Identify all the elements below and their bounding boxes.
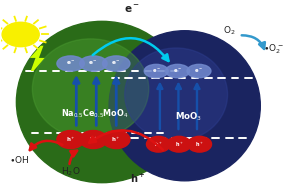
Text: $\mathbf{h^+}$: $\mathbf{h^+}$ bbox=[130, 171, 145, 184]
FancyArrowPatch shape bbox=[242, 35, 265, 49]
Ellipse shape bbox=[144, 64, 168, 78]
Text: h$^+$: h$^+$ bbox=[111, 135, 121, 144]
Text: h$^+$: h$^+$ bbox=[89, 135, 98, 144]
Ellipse shape bbox=[102, 56, 130, 71]
FancyArrowPatch shape bbox=[30, 141, 63, 150]
Ellipse shape bbox=[109, 31, 260, 181]
Ellipse shape bbox=[125, 48, 228, 141]
Text: e$^-$: e$^-$ bbox=[66, 60, 75, 67]
Text: e$^-$: e$^-$ bbox=[194, 67, 203, 75]
FancyArrowPatch shape bbox=[69, 151, 77, 164]
Ellipse shape bbox=[16, 21, 188, 183]
Circle shape bbox=[80, 131, 107, 149]
Text: h$^+$: h$^+$ bbox=[66, 135, 75, 144]
Text: $\mathbf{e^-}$: $\mathbf{e^-}$ bbox=[124, 4, 140, 15]
Circle shape bbox=[146, 136, 170, 152]
Text: e$^-$: e$^-$ bbox=[111, 60, 121, 67]
Text: e$^-$: e$^-$ bbox=[173, 67, 182, 75]
Ellipse shape bbox=[57, 56, 84, 71]
Text: Na$_{0.5}$Ce$_{0.5}$MoO$_4$: Na$_{0.5}$Ce$_{0.5}$MoO$_4$ bbox=[61, 107, 129, 119]
Circle shape bbox=[188, 136, 212, 152]
Text: H$_2$O: H$_2$O bbox=[61, 165, 80, 178]
FancyArrowPatch shape bbox=[93, 38, 168, 61]
Text: O$_2$: O$_2$ bbox=[223, 24, 235, 37]
Text: e$^-$: e$^-$ bbox=[152, 67, 161, 75]
Circle shape bbox=[167, 136, 191, 152]
Ellipse shape bbox=[166, 64, 189, 78]
Circle shape bbox=[57, 131, 84, 149]
Ellipse shape bbox=[187, 64, 211, 78]
Text: h$^+$: h$^+$ bbox=[175, 140, 183, 149]
Circle shape bbox=[102, 131, 130, 149]
Text: e$^-$: e$^-$ bbox=[88, 60, 98, 67]
Text: $\bullet$O$_2^-$: $\bullet$O$_2^-$ bbox=[263, 43, 284, 56]
Polygon shape bbox=[30, 46, 45, 71]
Text: h$^+$: h$^+$ bbox=[195, 140, 204, 149]
Ellipse shape bbox=[32, 39, 149, 139]
FancyArrowPatch shape bbox=[89, 130, 163, 150]
Text: MoO$_3$: MoO$_3$ bbox=[175, 111, 203, 123]
Text: h$^+$: h$^+$ bbox=[154, 140, 163, 149]
Circle shape bbox=[2, 22, 39, 47]
Text: $\bullet$OH: $\bullet$OH bbox=[9, 154, 30, 165]
Ellipse shape bbox=[80, 56, 107, 71]
